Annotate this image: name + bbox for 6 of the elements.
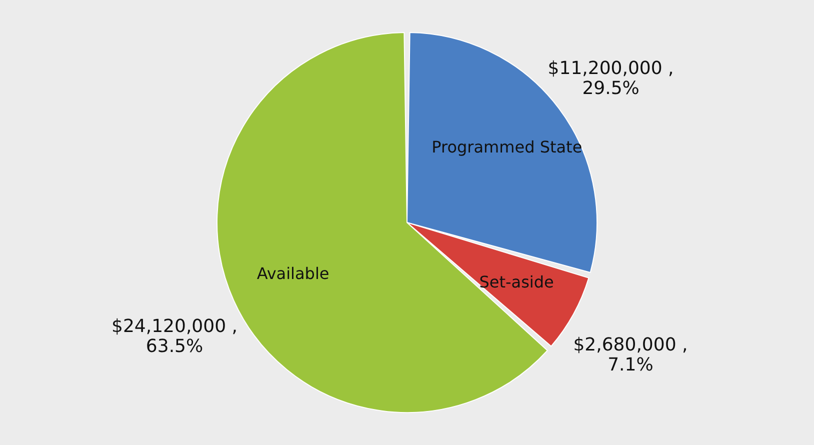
- data-label: $2,680,000 , 7.1%: [573, 334, 688, 376]
- data-label: $11,200,000 , 29.5%: [548, 58, 674, 100]
- slice-label: Available: [256, 264, 330, 283]
- slice-label: Set-aside: [479, 272, 554, 292]
- slice-label: Programmed State: [432, 137, 582, 156]
- data-label: $24,120,000 , 63.5%: [112, 316, 238, 358]
